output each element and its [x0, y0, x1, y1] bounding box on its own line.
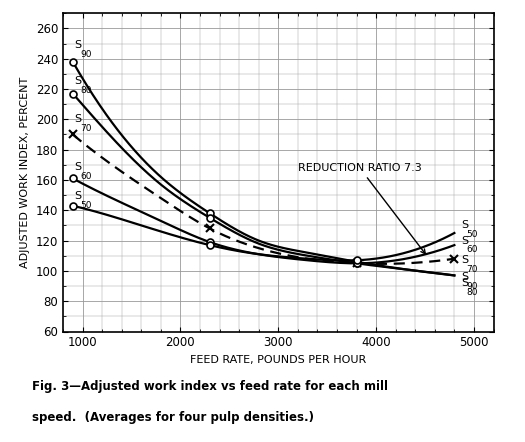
Text: S: S: [461, 278, 468, 288]
Text: S: S: [75, 114, 82, 124]
Text: Fig. 3—Adjusted work index vs feed rate for each mill: Fig. 3—Adjusted work index vs feed rate …: [32, 380, 387, 393]
Text: REDUCTION RATIO 7.3: REDUCTION RATIO 7.3: [298, 163, 425, 254]
Text: speed.  (Averages for four pulp densities.): speed. (Averages for four pulp densities…: [32, 411, 313, 424]
Text: 60: 60: [467, 245, 478, 254]
Text: 90: 90: [80, 50, 92, 59]
Text: S: S: [75, 76, 82, 86]
Text: S: S: [461, 221, 468, 230]
X-axis label: FEED RATE, POUNDS PER HOUR: FEED RATE, POUNDS PER HOUR: [190, 355, 366, 365]
Text: 80: 80: [80, 86, 92, 95]
Text: S: S: [75, 40, 82, 50]
Text: 70: 70: [80, 124, 92, 133]
Text: 50: 50: [80, 201, 92, 210]
Text: 90: 90: [467, 282, 478, 290]
Text: 60: 60: [80, 172, 92, 182]
Text: S: S: [75, 162, 82, 172]
Y-axis label: ADJUSTED WORK INDEX, PERCENT: ADJUSTED WORK INDEX, PERCENT: [20, 77, 30, 268]
Text: S: S: [461, 272, 468, 282]
Text: S: S: [461, 255, 468, 265]
Text: S: S: [75, 191, 82, 201]
Text: 80: 80: [467, 288, 478, 297]
Text: 50: 50: [467, 230, 478, 239]
Text: S: S: [461, 236, 468, 246]
Text: 70: 70: [467, 265, 478, 274]
